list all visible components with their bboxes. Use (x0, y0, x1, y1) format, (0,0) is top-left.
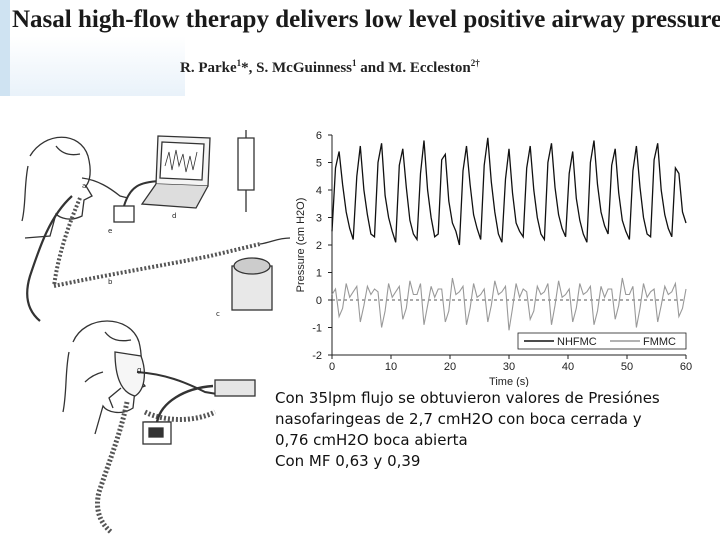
figure-label-e: e (108, 227, 112, 235)
x-tick-label: 50 (621, 361, 633, 373)
x-tick-label: 20 (444, 361, 456, 373)
x-tick-label: 60 (680, 361, 692, 373)
author-affil-1: 1 (236, 58, 242, 68)
legend-label-nhfmc: NHFMC (557, 336, 597, 348)
y-tick-label: 0 (316, 295, 322, 307)
nasal-cannula-setup-illustration: a d e b c (21, 130, 291, 322)
slide-accent-bar (0, 0, 10, 96)
x-tick-label: 0 (329, 361, 335, 373)
series-line-nhfmc (331, 137, 687, 246)
caption-line-3: 0,76 cmH2O boca abierta (275, 431, 468, 449)
legend-box (517, 332, 687, 350)
y-tick-label: 1 (316, 268, 322, 280)
author-affil-3: 2 (470, 58, 476, 68)
author-name-2: *, S. McGuinness (241, 60, 353, 76)
y-axis-label: Pressure (cm H2O) (295, 198, 307, 293)
figure-label-a: a (82, 182, 86, 190)
slide-accent-gradient (10, 36, 185, 96)
y-tick-label: 2 (316, 240, 322, 252)
slide-caption: Con 35lpm flujo se obtuvieron valores de… (275, 388, 715, 472)
author-name-1: R. Parke (180, 60, 237, 76)
figure-label-g: g (137, 366, 141, 374)
y-tick-label: 5 (316, 158, 322, 170)
legend-label-fmmc: FMMC (643, 336, 676, 348)
paper-title: Nasal high-flow therapy delivers low lev… (12, 6, 720, 33)
x-axis-label: Time (s) (489, 376, 529, 387)
paper-authors: R. Parke1*, S. McGuinness1 and M. Eccles… (180, 58, 480, 77)
x-tick-label: 30 (503, 361, 515, 373)
figure-label-b: b (108, 278, 113, 286)
author-affil-2: 1 (352, 58, 357, 68)
series-line-fmmc (331, 277, 687, 331)
caption-line-1: Con 35lpm flujo se obtuvieron valores de… (275, 389, 660, 407)
face-mask-setup-illustration: g (62, 320, 256, 534)
chart-series-group (331, 137, 687, 331)
chart-legend: NHFMC FMMC (517, 332, 687, 350)
x-tick-label: 40 (562, 361, 574, 373)
y-tick-label: 3 (316, 213, 322, 225)
caption-line-2: nasofaringeas de 2,7 cmH2O con boca cerr… (275, 410, 642, 428)
y-tick-label: -2 (312, 350, 322, 362)
author-name-3: and M. Eccleston (356, 60, 471, 76)
y-tick-label: 6 (316, 130, 322, 142)
y-tick-label: -1 (312, 323, 322, 335)
y-tick-label: 4 (316, 185, 322, 197)
figure-label-c: c (216, 310, 220, 318)
figure-label-d: d (172, 212, 176, 220)
x-tick-label: 10 (385, 361, 397, 373)
caption-line-4: Con MF 0,63 y 0,39 (275, 452, 421, 470)
author-dagger: † (475, 58, 480, 68)
